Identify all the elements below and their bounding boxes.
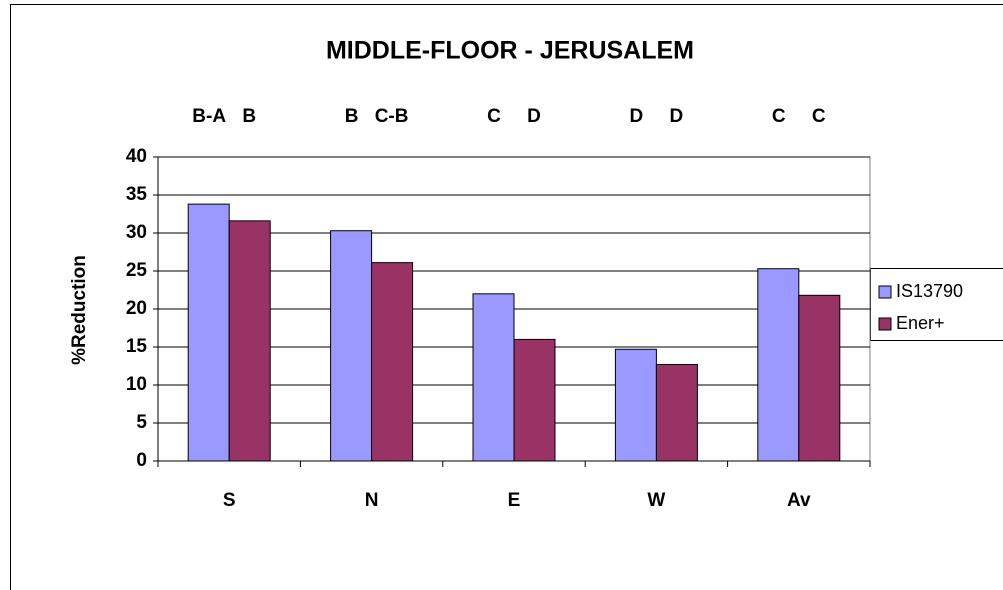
bar (757, 268, 800, 462)
annotation: C (812, 106, 826, 127)
legend-swatch (878, 285, 892, 299)
bar (655, 363, 698, 462)
y-tick-label: 10 (126, 374, 147, 395)
legend-label: IS13790 (896, 281, 963, 301)
bar (187, 203, 230, 462)
bar (798, 294, 841, 462)
legend-label: Ener+ (896, 313, 945, 333)
y-tick-label: 30 (126, 222, 147, 243)
bar (371, 262, 414, 462)
x-tick-label: E (508, 490, 521, 511)
x-tick-label: Av (787, 490, 811, 511)
annotation: D (527, 106, 541, 127)
annotation: B-A (192, 106, 226, 127)
y-tick-label: 25 (126, 260, 148, 281)
y-tick-label: 20 (126, 298, 147, 319)
x-tick-label: S (223, 490, 236, 511)
bar (472, 293, 515, 462)
y-tick-label: 40 (126, 146, 147, 167)
y-tick-label: 5 (136, 412, 147, 433)
annotation: B (242, 106, 256, 127)
bar (614, 348, 657, 462)
y-tick-label: 0 (136, 450, 147, 471)
chart-title: MIDDLE-FLOOR - JERUSALEM (326, 37, 694, 65)
annotation: D (670, 106, 684, 127)
y-tick-label: 15 (126, 336, 148, 357)
annotation: C (772, 106, 786, 127)
legend-box (870, 268, 1003, 341)
y-tick-label: 35 (126, 184, 148, 205)
x-tick-label: N (365, 490, 379, 511)
bar (330, 230, 373, 462)
x-tick-label: W (647, 490, 665, 511)
annotation: B (345, 106, 359, 127)
annotation: D (630, 106, 644, 127)
bar (513, 338, 556, 462)
bar (228, 220, 271, 462)
y-axis-label: %Reduction (69, 255, 90, 365)
legend-swatch (878, 317, 892, 331)
annotation: C (487, 106, 501, 127)
annotation: C-B (375, 106, 409, 127)
